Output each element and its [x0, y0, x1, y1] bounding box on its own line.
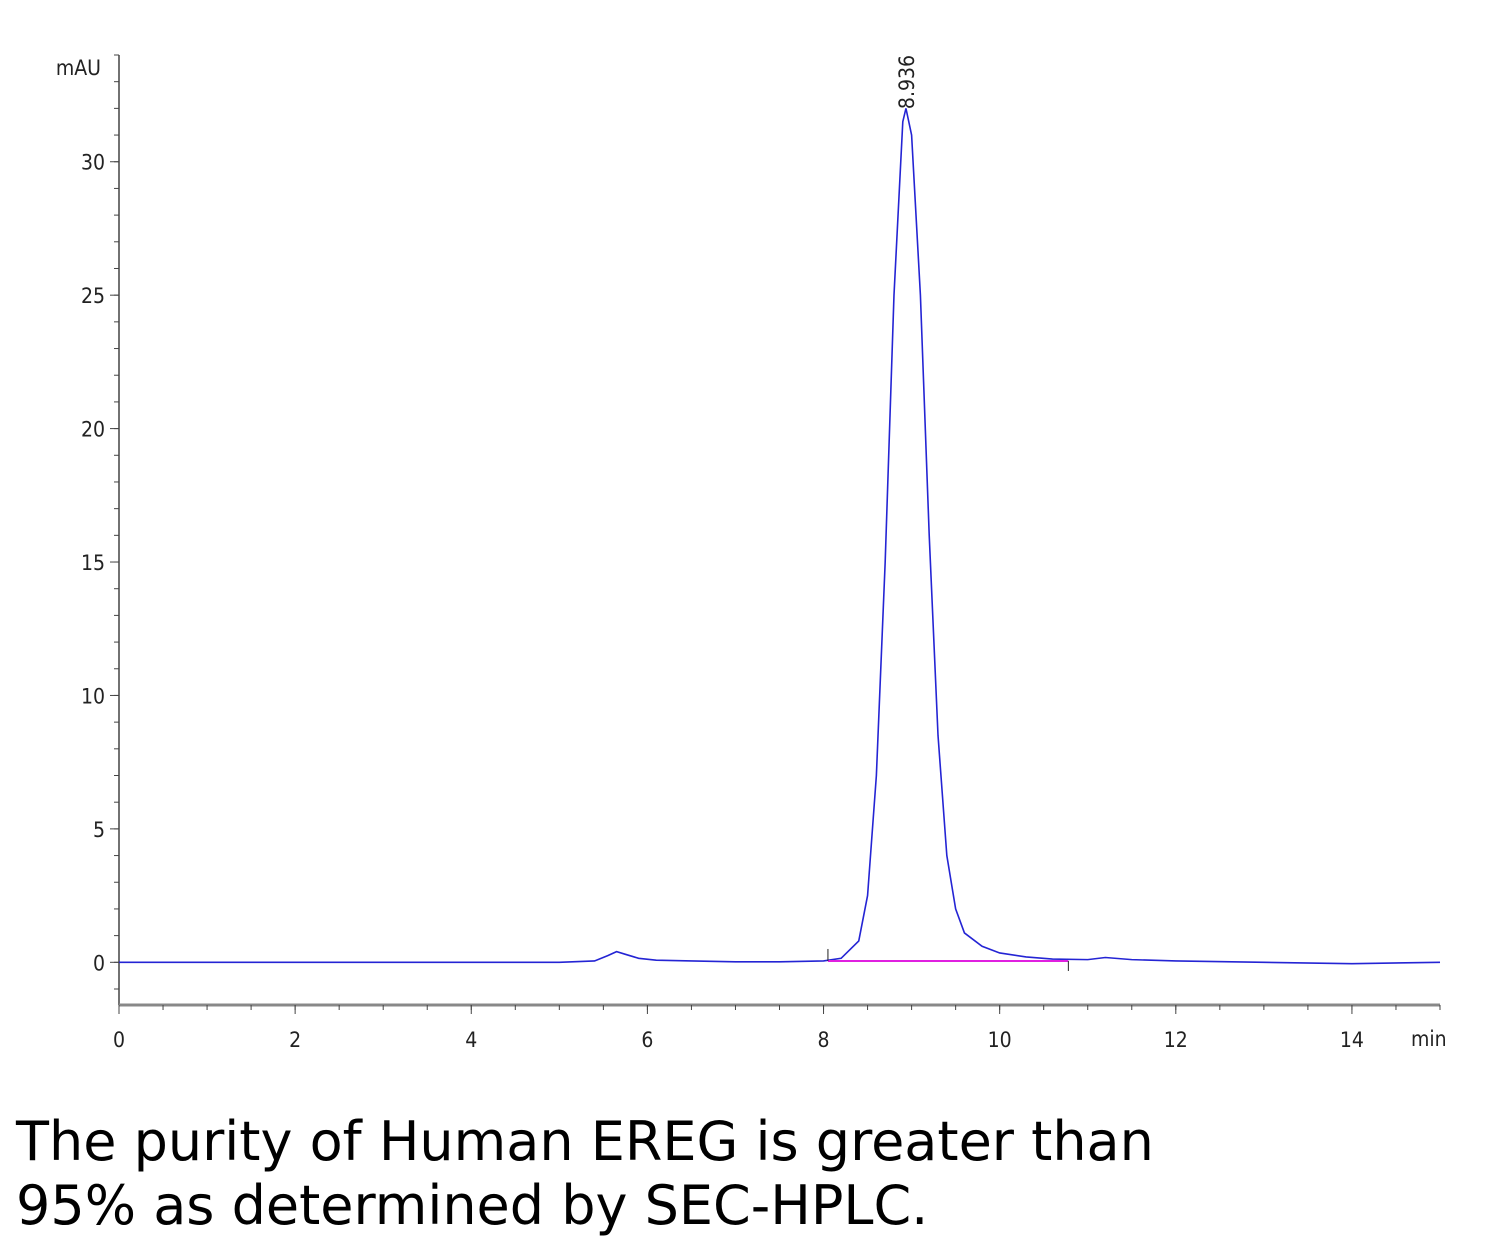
peak-label: 8.936: [895, 55, 919, 109]
y-tick-label: 15: [81, 551, 105, 575]
x-tick-label: 12: [1164, 1028, 1188, 1052]
caption-line: 95% as determined by SEC-HPLC.: [16, 1174, 928, 1237]
x-tick-label: 14: [1340, 1028, 1364, 1052]
x-tick-label: 2: [289, 1028, 301, 1052]
y-tick-label: 10: [81, 684, 105, 708]
y-axis-label: mAU: [56, 56, 101, 80]
y-tick-label: 20: [81, 418, 105, 442]
x-tick-label: 8: [818, 1028, 830, 1052]
y-tick-label: 0: [93, 951, 105, 975]
x-tick-label: 10: [988, 1028, 1012, 1052]
caption-line: The purity of Human EREG is greater than: [15, 1110, 1154, 1173]
x-axis-label: min: [1411, 1027, 1447, 1051]
x-tick-label: 4: [465, 1028, 477, 1052]
x-tick-label: 0: [113, 1028, 125, 1052]
y-tick-label: 25: [81, 284, 105, 308]
y-tick-label: 5: [93, 818, 105, 842]
x-tick-label: 6: [641, 1028, 653, 1052]
data-line: [119, 108, 1441, 965]
y-tick-label: 30: [81, 151, 105, 175]
